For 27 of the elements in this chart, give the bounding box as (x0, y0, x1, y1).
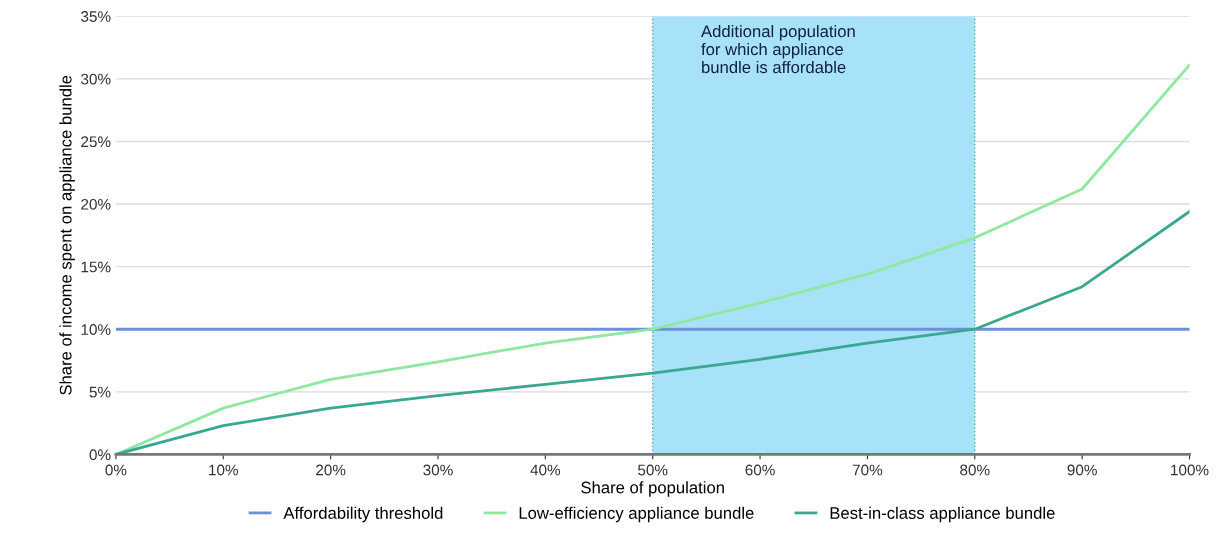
y-tick-label: 10% (81, 324, 111, 335)
y-tick-label: 20% (81, 198, 111, 210)
x-tick-label: 40% (530, 464, 561, 476)
x-axis-title: Share of population (581, 481, 724, 497)
x-tick-label: 70% (852, 464, 883, 476)
y-tick-label: 25% (81, 136, 111, 148)
band-label: Additional population for which appliance bundle is affordable (701, 24, 855, 74)
line-series (115, 210, 1190, 455)
x-tick-label: 30% (423, 464, 453, 476)
legend-label: Low-efficiency appliance bundle (519, 506, 754, 523)
x-tick-label: 100% (1171, 464, 1209, 476)
y-tick-label: 15% (81, 261, 111, 273)
y-tick-label: 35% (81, 11, 111, 22)
legend-label: Best-in-class appliance bundle (830, 506, 1055, 523)
y-axis-title: Share of income spent on appliance bundle (59, 75, 75, 395)
x-tick-label: 60% (745, 464, 775, 476)
y-tick-label: 0% (89, 449, 111, 461)
legend-label: Affordability threshold (283, 506, 443, 523)
x-tick-label: 80% (960, 464, 990, 476)
line-series (115, 63, 1190, 455)
y-tick-label: 30% (81, 73, 111, 85)
x-tick-label: 10% (209, 464, 239, 476)
x-tick-label: 20% (316, 464, 346, 476)
y-tick-label: 5% (89, 386, 111, 398)
x-tick-label: 50% (638, 464, 668, 476)
x-tick-label: 0% (105, 464, 127, 476)
x-tick-label: 90% (1067, 464, 1097, 476)
